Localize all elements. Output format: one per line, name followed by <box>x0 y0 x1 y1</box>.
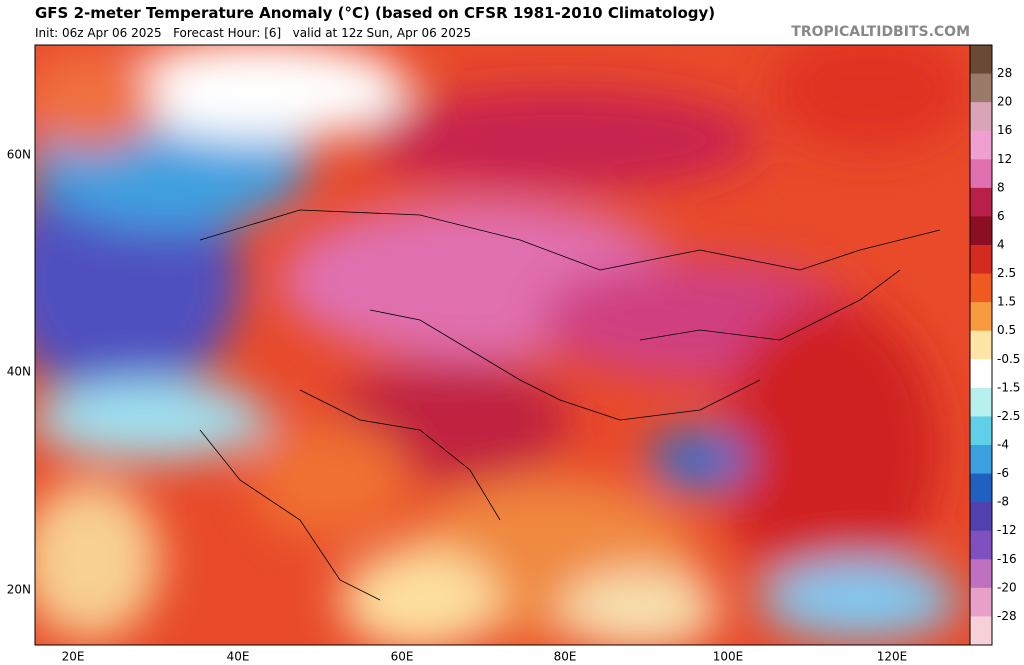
colorbar-label: 0.5 <box>997 323 1016 337</box>
colorbar-label: -6 <box>997 466 1009 480</box>
colorbar-label: -12 <box>997 523 1017 537</box>
lat-label: 40N <box>7 365 31 379</box>
colorbar-segment <box>970 587 992 617</box>
colorbar-segment <box>970 387 992 417</box>
colorbar-label: -8 <box>997 495 1009 509</box>
colorbar-segment <box>970 445 992 475</box>
colorbar-label: 12 <box>997 152 1012 166</box>
lon-label: 80E <box>554 650 577 664</box>
colorbar-label: -4 <box>997 438 1009 452</box>
lon-label: 100E <box>713 650 744 664</box>
colorbar-segment <box>970 302 992 332</box>
colorbar-segment <box>970 416 992 446</box>
colorbar-segment <box>970 130 992 160</box>
lat-label: 60N <box>7 148 31 162</box>
colorbar-segment <box>970 530 992 560</box>
colorbar-label: -1.5 <box>997 380 1020 394</box>
colorbar-segment <box>970 216 992 246</box>
colorbar-label: -2.5 <box>997 409 1020 423</box>
colorbar-label: -16 <box>997 552 1017 566</box>
colorbar-label: 4 <box>997 238 1005 252</box>
colorbar-segment <box>970 330 992 360</box>
subtitle: Init: 06z Apr 06 2025 Forecast Hour: [6]… <box>35 26 472 40</box>
title: GFS 2-meter Temperature Anomaly (°C) (ba… <box>35 4 716 22</box>
colorbar-label: -0.5 <box>997 352 1020 366</box>
colorbar-segment <box>970 616 992 646</box>
colorbar-segment <box>970 159 992 189</box>
lat-label: 20N <box>7 583 31 597</box>
colorbar-segment <box>970 559 992 589</box>
colorbar-segment <box>970 187 992 217</box>
colorbar-segment <box>970 473 992 503</box>
colorbar-label: 28 <box>997 66 1012 80</box>
colorbar-label: -28 <box>997 609 1017 623</box>
borders <box>199 209 941 601</box>
colorbar-segment <box>970 502 992 532</box>
lon-label: 40E <box>227 650 250 664</box>
anomaly-field <box>35 45 970 645</box>
colorbar-segment <box>970 45 992 75</box>
colorbar-segment <box>970 245 992 275</box>
colorbar-segment <box>970 102 992 132</box>
colorbar-segment <box>970 359 992 389</box>
colorbar-segment <box>970 73 992 103</box>
colorbar-frame <box>969 44 993 646</box>
lon-label: 120E <box>877 650 908 664</box>
lon-label: 60E <box>391 650 414 664</box>
colorbar-label: 2.5 <box>997 266 1016 280</box>
colorbar-label: -20 <box>997 580 1017 594</box>
colorbar-label: 1.5 <box>997 295 1016 309</box>
colorbar-label: 8 <box>997 180 1005 194</box>
lon-label: 20E <box>62 650 85 664</box>
colorbar-label: 16 <box>997 123 1012 137</box>
colorbar-segment <box>970 273 992 303</box>
colorbar-label: 6 <box>997 209 1005 223</box>
brand: TROPICALTIDBITS.COM <box>791 24 970 40</box>
colorbar-label: 20 <box>997 95 1012 109</box>
